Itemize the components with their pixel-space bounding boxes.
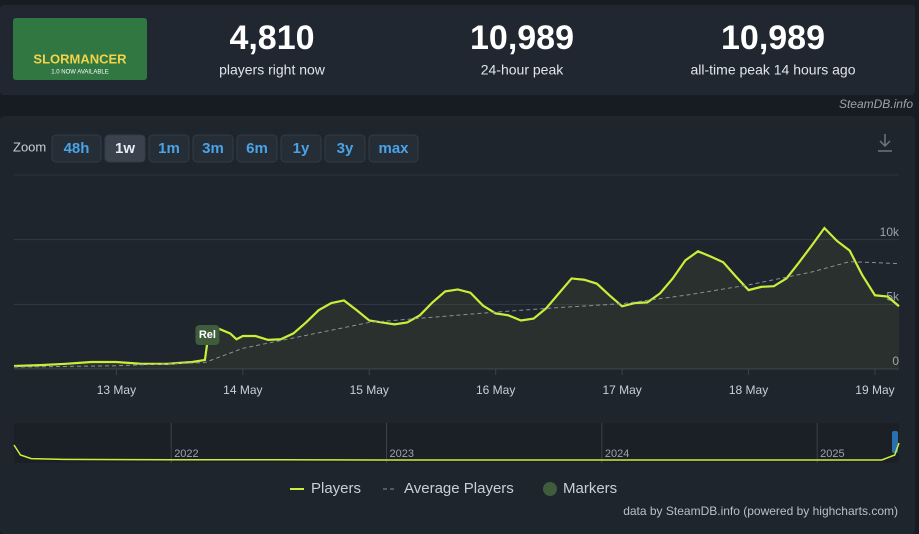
zoom-button-label: 48h [64,140,90,157]
navigator-tick-label: 2025 [820,448,844,460]
marker-flag-label: Rel [199,329,216,341]
game-image [13,18,147,80]
legend-swatch [543,482,557,496]
game-image-subtitle: 1.0 NOW AVAILABLE [51,70,108,76]
series-line [13,261,900,368]
zoom-button-bg [192,134,234,163]
y-tick-label: 10k [880,225,900,239]
zoom-label: Zoom [13,139,46,154]
zoom-button-label: 3y [337,140,354,157]
x-tick-label: 16 May [476,383,515,397]
y-tick-label: 0 [892,354,899,368]
legend-label[interactable]: Average Players [404,480,514,497]
navigator-line [13,442,900,461]
y-tick-label: 5k [886,290,900,304]
stat-label: players right now [219,62,326,78]
zoom-button-label: 1m [158,140,180,157]
zoom-button[interactable]: 1m [148,134,190,163]
stat-label: 24-hour peak [481,62,565,78]
game-image-glow [13,18,147,80]
zoom-button-bg [280,134,322,163]
zoom-button[interactable]: 1y [280,134,322,163]
zoom-button[interactable]: 48h [51,134,102,163]
zoom-button-bg [51,134,102,163]
navigator-tick-label: 2024 [605,448,629,460]
zoom-button-label: 1w [115,140,135,157]
site-label: SteamDB.info [839,97,913,111]
download-glyph [878,134,892,152]
zoom-button-bg [236,134,278,163]
x-tick-label: 18 May [729,383,768,397]
zoom-button-bg [148,134,190,163]
zoom-button-label: 3m [202,140,224,157]
navigator-tick-label: 2023 [390,448,414,460]
zoom-button-bg [104,134,146,163]
zoom-button[interactable]: 3m [192,134,234,163]
navigator-tick-label: 2022 [174,448,198,460]
credits: data by SteamDB.info (powered by highcha… [623,504,898,518]
legend-label[interactable]: Players [311,480,361,497]
x-tick-label: 15 May [350,383,389,397]
zoom-button-label: 6m [246,140,268,157]
zoom-button-bg [324,134,366,163]
zoom-button-label: 1y [293,140,310,157]
legend: Players Average Players Markers [290,480,617,497]
navigator-handle[interactable] [892,431,898,453]
download-icon[interactable] [878,134,892,152]
stat-label: all-time peak 14 hours ago [691,62,856,78]
marker-flag-bg [195,325,220,345]
legend-label[interactable]: Markers [563,480,617,497]
stat-value: 10,989 [721,19,825,57]
navigator-bg [14,423,899,463]
stat-value: 10,989 [470,19,574,57]
marker-flag[interactable]: Rel [195,325,220,345]
zoom-button[interactable]: 1w [104,134,146,163]
zoom-button[interactable]: 3y [324,134,366,163]
x-tick-label: 13 May [97,383,136,397]
x-tick-label: 19 May [855,383,894,397]
zoom-button[interactable]: 6m [236,134,278,163]
x-tick-label: 14 May [223,383,262,397]
series-area [14,228,899,369]
zoom-button[interactable]: max [368,134,419,163]
series-line [13,226,900,368]
x-tick-label: 17 May [602,383,641,397]
zoom-button-bg [368,134,419,163]
stats-panel [0,5,915,95]
game-image-title: SLORMANCER [33,51,127,66]
zoom-button-label: max [378,140,409,157]
stat-value: 4,810 [229,19,314,57]
